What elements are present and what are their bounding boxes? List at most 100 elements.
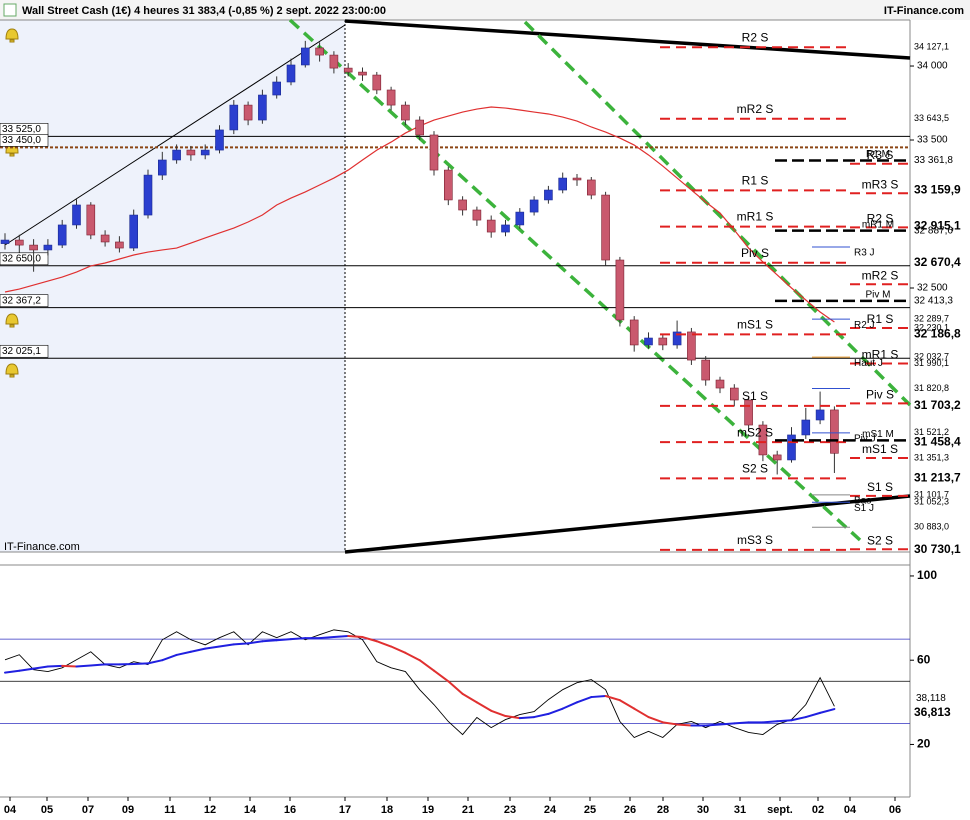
candle-body	[229, 104, 239, 131]
rsi-average-segment	[518, 716, 536, 720]
level-name: mR2 S	[737, 102, 774, 116]
candle-body	[358, 71, 367, 76]
rsi-average-segment	[504, 715, 521, 720]
rsi-average-segment	[447, 680, 464, 695]
x-tick-label: 28	[657, 804, 669, 816]
candle-body	[544, 189, 553, 201]
level-value-label: 31 820,8	[914, 383, 949, 393]
x-tick-label: 18	[381, 804, 393, 816]
rsi-average-segment	[61, 664, 78, 668]
level-label: 32 367,2	[2, 295, 41, 306]
rsi-average-segment	[75, 664, 92, 668]
rsi-average-segment	[89, 663, 107, 667]
candle-body	[629, 319, 639, 346]
candle-body	[258, 94, 267, 121]
rsi-average-segment	[175, 650, 192, 656]
candle-body	[315, 47, 324, 56]
rsi-line	[4, 629, 835, 739]
channel-line	[523, 20, 912, 407]
rsi-average-segment	[776, 719, 793, 723]
x-tick-label: 16	[284, 804, 296, 816]
candle-body	[343, 67, 353, 73]
level-name: Piv S	[741, 246, 769, 260]
x-tick-label: 19	[422, 804, 434, 816]
level-name: R2 S	[742, 30, 769, 44]
candle-body	[558, 177, 568, 191]
rsi-average-segment	[490, 709, 507, 718]
rsi-average-segment	[361, 636, 378, 643]
rsi-average-segment	[618, 699, 636, 710]
candle-body	[415, 119, 425, 136]
level-value-label: 33 643,5	[914, 113, 949, 123]
candle-body	[772, 454, 782, 461]
candle-body	[386, 89, 396, 106]
rsi-average-segment	[161, 653, 178, 662]
candle-body	[644, 337, 653, 346]
candle-body	[744, 399, 753, 426]
rsi-average-segment	[704, 723, 721, 727]
x-tick-label: 07	[82, 804, 94, 816]
level-label-box	[0, 294, 49, 307]
level-value-label: 31 052,3	[914, 497, 949, 507]
candle-body	[429, 134, 439, 171]
level-value-label: 32 186,8	[914, 327, 961, 341]
app-icon	[3, 3, 17, 17]
candle-body	[329, 54, 339, 69]
rsi-average-segment	[347, 634, 364, 639]
rsi-average-segment	[147, 659, 164, 665]
level-name: S1 J	[854, 503, 874, 514]
site-name: IT-Finance.com	[884, 5, 964, 17]
level-value-label: 32 915,1	[914, 219, 961, 233]
candle-body	[758, 424, 768, 456]
level-name: S1 S	[867, 480, 893, 494]
rsi-average-segment	[290, 637, 307, 641]
level-name: mS3 S	[737, 533, 773, 547]
rsi-average-segment	[375, 640, 393, 648]
candle-body	[129, 214, 138, 249]
y-tick-label: 33 500	[917, 135, 948, 146]
level-name: mS1 S	[862, 442, 898, 456]
level-label: 32 650,0	[2, 253, 41, 264]
candle-body	[729, 387, 739, 401]
level-value-label: 33 159,9	[914, 183, 961, 197]
rsi-average-segment	[475, 701, 493, 712]
rsi-average-segment	[318, 636, 335, 640]
level-name: R1 S	[742, 174, 769, 188]
rsi-average-segment	[218, 643, 235, 648]
x-tick-label: 11	[164, 804, 176, 816]
candle-body	[186, 149, 196, 156]
y-tick-label: 34 000	[917, 61, 948, 72]
x-tick-label: 26	[624, 804, 636, 816]
level-name: R3 S	[867, 148, 894, 162]
alerts	[5, 28, 19, 378]
rsi-average-segment	[418, 659, 435, 672]
candle-body	[515, 211, 525, 226]
rsi-average-segment	[533, 712, 550, 719]
trend-lines	[4, 18, 912, 554]
level-name: S1 S	[742, 389, 768, 403]
rsi-average-segment	[461, 692, 478, 704]
alert-bell	[5, 28, 19, 43]
level-value-label: 31 990,1	[914, 358, 949, 368]
candle-body	[472, 209, 482, 221]
y-tick-label: 60	[917, 652, 931, 666]
level-label: 33 525,0	[2, 124, 41, 135]
level-name: mR1 S	[862, 348, 899, 362]
rsi-average-segment	[761, 720, 779, 724]
level-value-label: 31 703,2	[914, 398, 961, 412]
candle-body	[215, 129, 224, 151]
candle-body	[458, 199, 467, 211]
x-tick-label: 21	[462, 804, 474, 816]
candle-body	[615, 259, 625, 321]
candle-body	[687, 331, 696, 361]
candle-body	[586, 179, 596, 196]
x-tick-label: 09	[122, 804, 134, 816]
level-value-label: 30 883,0	[914, 522, 949, 532]
candle-body	[100, 234, 110, 243]
candle-body	[158, 159, 167, 176]
level-name: S2 S	[742, 462, 768, 476]
rsi-average-segment	[32, 665, 49, 670]
level-label: 33 450,0	[2, 135, 41, 146]
level-value-label: 32 670,4	[914, 255, 961, 269]
